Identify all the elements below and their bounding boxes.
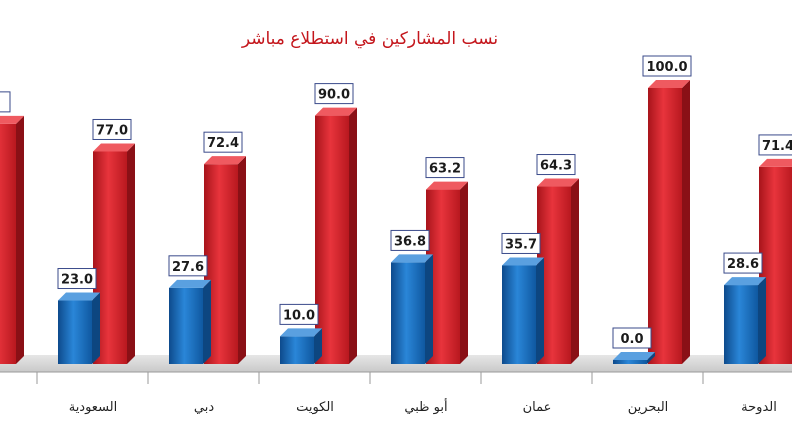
svg-text:90.0: 90.0 <box>318 88 350 103</box>
x-tick-label-6: البحرين <box>628 400 669 415</box>
red-value-label-6: 100.0 <box>642 55 692 77</box>
blue-bar-5 <box>502 257 544 364</box>
red-value-label-0: 2 <box>0 91 11 113</box>
svg-text:100.0: 100.0 <box>646 60 687 75</box>
blue-value-label-7: 28.6 <box>723 252 763 274</box>
svg-text:71.4: 71.4 <box>762 139 792 154</box>
blue-bar-7 <box>724 277 766 364</box>
svg-text:35.7: 35.7 <box>505 237 537 252</box>
red-bar-0 <box>0 115 24 364</box>
red-value-label-5: 64.3 <box>536 154 576 176</box>
red-bar-6 <box>648 80 690 364</box>
red-value-label-4: 63.2 <box>425 157 465 179</box>
red-value-label-1: 77.0 <box>92 118 132 140</box>
svg-text:36.8: 36.8 <box>394 234 426 249</box>
x-tick-label-3: الكويت <box>296 400 334 415</box>
red-bar-3 <box>315 107 357 364</box>
svg-text:10.0: 10.0 <box>283 308 315 323</box>
x-tick-label-1: السعودية <box>69 400 118 415</box>
blue-value-label-1: 23.0 <box>57 268 97 290</box>
x-tick-label-7: الدوحة <box>741 400 777 415</box>
svg-text:72.4: 72.4 <box>207 136 239 151</box>
svg-text:64.3: 64.3 <box>540 159 572 174</box>
red-value-label-3: 90.0 <box>314 83 354 105</box>
svg-text:0.0: 0.0 <box>620 332 643 347</box>
blue-bar-4 <box>391 254 433 364</box>
blue-bar-6 <box>613 352 655 364</box>
svg-text:27.6: 27.6 <box>172 260 204 275</box>
svg-text:77.0: 77.0 <box>96 123 128 138</box>
blue-value-label-2: 27.6 <box>168 255 208 277</box>
svg-text:28.6: 28.6 <box>727 257 759 272</box>
blue-value-label-5: 35.7 <box>501 232 541 254</box>
svg-text:23.0: 23.0 <box>61 273 93 288</box>
blue-value-label-3: 10.0 <box>279 303 319 325</box>
blue-bar-3 <box>280 328 322 364</box>
x-tick-label-4: أبو ظبي <box>404 398 447 415</box>
chart-title: نسب المشاركين في استطلاع مباشر <box>241 29 498 49</box>
red-value-label-7: 71.4 <box>758 134 792 156</box>
x-tick-label-2: دبي <box>194 400 214 415</box>
x-tick-label-5: عمان <box>523 400 552 415</box>
blue-value-label-6: 0.0 <box>612 327 652 349</box>
blue-bar-2 <box>169 279 211 364</box>
red-value-label-2: 72.4 <box>203 131 243 153</box>
blue-bar-1 <box>58 292 100 364</box>
svg-text:63.2: 63.2 <box>429 162 461 177</box>
red-bar-5 <box>537 178 579 364</box>
blue-value-label-4: 36.8 <box>390 229 430 251</box>
